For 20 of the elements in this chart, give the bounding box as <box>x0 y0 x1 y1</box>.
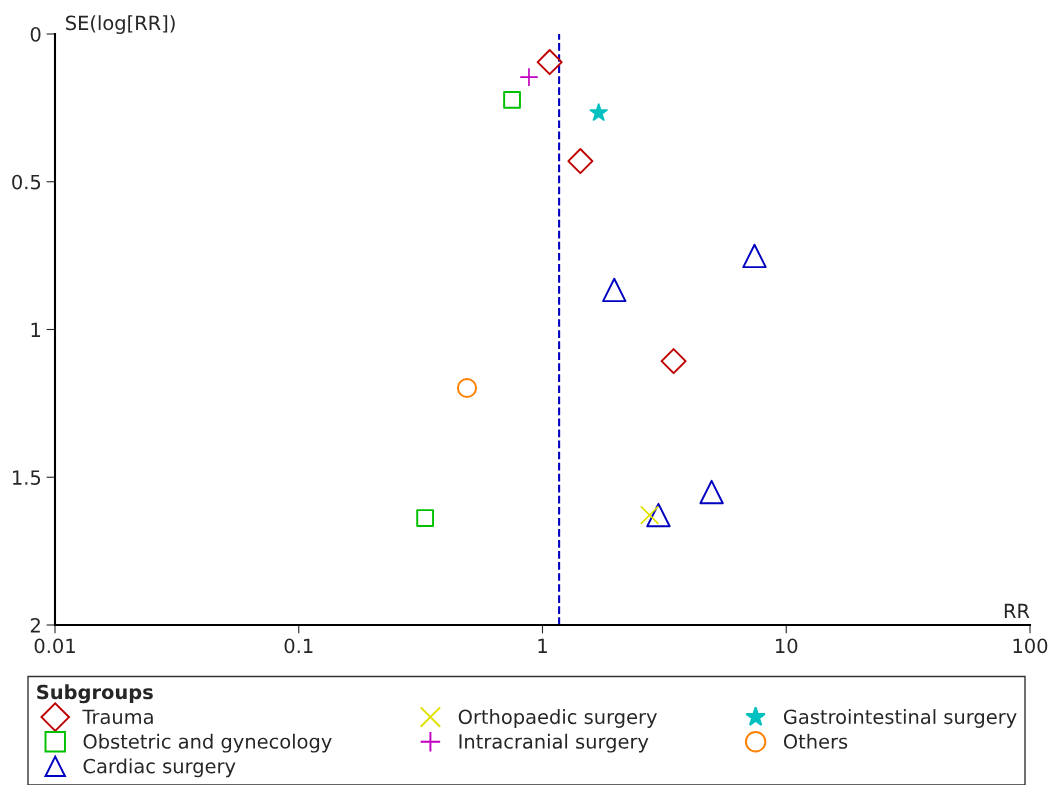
legend-title: Subgroups <box>37 684 153 704</box>
y-tick-label: 0.5 <box>12 174 41 190</box>
x-tick-label: 0.1 <box>284 638 313 654</box>
legend-label: Trauma <box>82 709 153 725</box>
y-tick-label: 1.5 <box>13 470 41 485</box>
legend-label: Orthopaedic surgery <box>458 709 657 728</box>
x-tick-label: 100 <box>1013 638 1048 654</box>
legend-label: Others <box>783 733 848 749</box>
legend-label: Cardiac surgery <box>83 758 236 778</box>
y-tick-label: 0 <box>30 26 41 42</box>
x-tick-label: 1 <box>538 638 547 653</box>
legend-label: Intracranial surgery <box>459 733 649 753</box>
x-axis-title: RR <box>1004 603 1030 618</box>
y-tick-label: 2 <box>30 617 40 633</box>
y-axis-title: SE(log[RR]) <box>66 15 175 34</box>
legend-label: Obstetric and gynecology <box>83 733 332 753</box>
x-tick-label: 0.01 <box>34 638 75 654</box>
y-tick-label: 1 <box>31 322 41 337</box>
x-tick-label: 10 <box>776 638 798 654</box>
legend-label: Gastrointestinal surgery <box>783 709 1017 728</box>
